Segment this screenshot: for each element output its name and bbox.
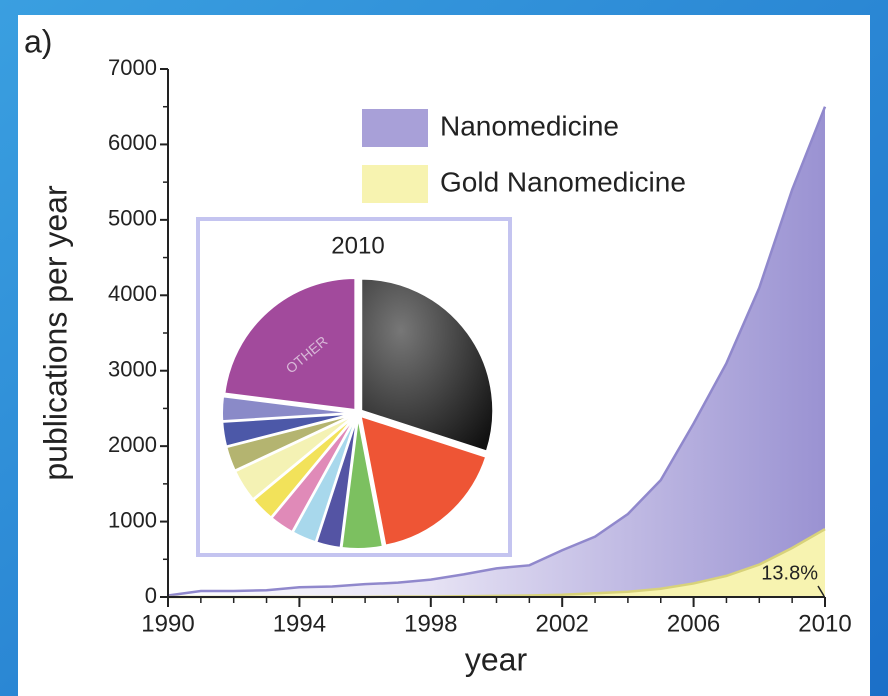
pie-slice: [221, 395, 355, 423]
y-tick-label: 3000: [108, 357, 157, 382]
x-tick-label: 2006: [667, 610, 720, 637]
pie-slice: [360, 277, 495, 453]
annotation: 13.8%: [761, 562, 818, 584]
area: [168, 106, 825, 597]
y-tick-label: 0: [145, 583, 157, 608]
panel-label: a): [24, 23, 52, 59]
annotation-line: [817, 585, 825, 597]
pie-slice: [340, 416, 385, 550]
y-tick-label: 7000: [108, 55, 157, 80]
legend-label: Gold Nanomedicine: [440, 166, 686, 197]
y-tick-label: 6000: [108, 130, 157, 155]
x-tick-label: 2010: [798, 610, 851, 637]
x-tick-label: 1994: [273, 610, 326, 637]
area: [168, 529, 825, 597]
pie-title: 2010: [331, 232, 384, 259]
y-tick-label: 2000: [108, 432, 157, 457]
y-axis-label: publications per year: [37, 185, 73, 481]
pie-slice: [223, 276, 357, 412]
legend-swatch: [362, 109, 428, 147]
legend-label: Nanomedicine: [440, 110, 619, 141]
y-tick-label: 1000: [108, 507, 157, 532]
y-tick-label: 4000: [108, 281, 157, 306]
y-tick-label: 5000: [108, 206, 157, 231]
x-tick-label: 1998: [404, 610, 457, 637]
x-axis-label: year: [465, 641, 528, 677]
legend-swatch: [362, 165, 428, 203]
pie-slice: [359, 414, 488, 547]
x-tick-label: 2002: [536, 610, 589, 637]
area-line: [167, 106, 827, 597]
x-tick-label: 1990: [141, 610, 194, 637]
